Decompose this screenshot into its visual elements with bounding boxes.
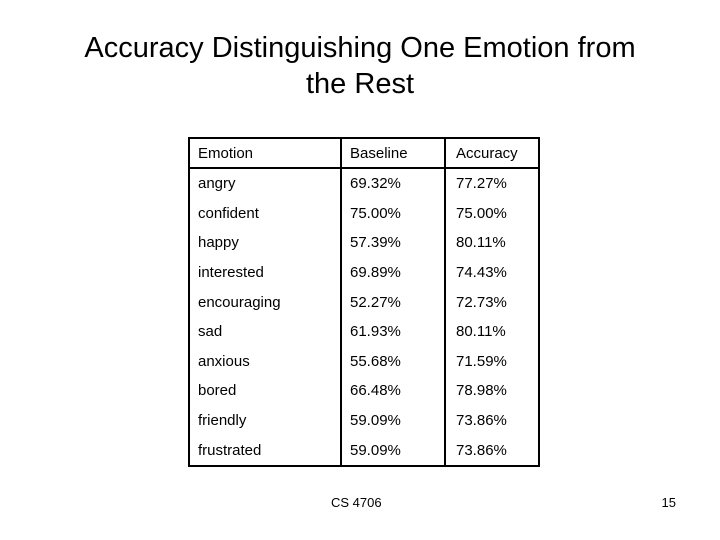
accuracy-cell: 74.43%	[444, 257, 540, 288]
table-row: sad 61.93% 80.11%	[188, 316, 540, 347]
table-row: angry 69.32% 77.27%	[188, 168, 540, 199]
baseline-cell: 55.68%	[340, 346, 445, 377]
accuracy-cell: 75.00%	[444, 198, 540, 229]
emotion-cell: happy	[188, 228, 341, 258]
accuracy-cell: 80.11%	[444, 316, 540, 347]
accuracy-cell: 73.86%	[444, 405, 540, 436]
table-row: confident 75.00% 75.00%	[188, 198, 540, 229]
footer-course-label: CS 4706	[331, 495, 382, 510]
emotion-cell: angry	[188, 168, 341, 199]
baseline-cell: 69.89%	[340, 257, 445, 288]
accuracy-cell: 80.11%	[444, 228, 540, 258]
table-row: anxious 55.68% 71.59%	[188, 346, 540, 377]
baseline-cell: 57.39%	[340, 228, 445, 258]
emotion-cell: encouraging	[188, 287, 341, 317]
baseline-cell: 69.32%	[340, 168, 445, 199]
emotion-cell: interested	[188, 257, 341, 288]
baseline-cell: 75.00%	[340, 198, 445, 229]
header-emotion: Emotion	[188, 137, 341, 169]
baseline-cell: 59.09%	[340, 435, 445, 467]
accuracy-cell: 77.27%	[444, 168, 540, 199]
accuracy-cell: 72.73%	[444, 287, 540, 317]
results-table: Emotion Baseline Accuracy angry 69.32% 7…	[188, 137, 540, 467]
accuracy-cell: 71.59%	[444, 346, 540, 377]
slide-title-line-2: the Rest	[306, 68, 414, 100]
emotion-cell: bored	[188, 376, 341, 406]
header-baseline: Baseline	[340, 137, 445, 169]
results-table-container: Emotion Baseline Accuracy angry 69.32% 7…	[188, 137, 540, 467]
baseline-cell: 61.93%	[340, 316, 445, 347]
baseline-cell: 66.48%	[340, 376, 445, 406]
slide-title: Accuracy Distinguishing One Emotion from…	[0, 30, 720, 102]
table-row: friendly 59.09% 73.86%	[188, 405, 540, 436]
baseline-cell: 52.27%	[340, 287, 445, 317]
accuracy-cell: 78.98%	[444, 376, 540, 406]
emotion-cell: sad	[188, 316, 341, 347]
emotion-cell: anxious	[188, 346, 341, 377]
table-header-row: Emotion Baseline Accuracy	[188, 137, 540, 169]
table-row: interested 69.89% 74.43%	[188, 257, 540, 288]
table-row: frustrated 59.09% 73.86%	[188, 435, 540, 467]
accuracy-cell: 73.86%	[444, 435, 540, 467]
table-row: bored 66.48% 78.98%	[188, 376, 540, 406]
page-number: 15	[661, 495, 676, 510]
emotion-cell: frustrated	[188, 435, 341, 467]
emotion-cell: confident	[188, 198, 341, 229]
table-row: happy 57.39% 80.11%	[188, 228, 540, 258]
baseline-cell: 59.09%	[340, 405, 445, 436]
header-accuracy: Accuracy	[444, 137, 540, 169]
slide-title-line-1: Accuracy Distinguishing One Emotion from	[84, 32, 636, 64]
emotion-cell: friendly	[188, 405, 341, 436]
table-row: encouraging 52.27% 72.73%	[188, 287, 540, 317]
